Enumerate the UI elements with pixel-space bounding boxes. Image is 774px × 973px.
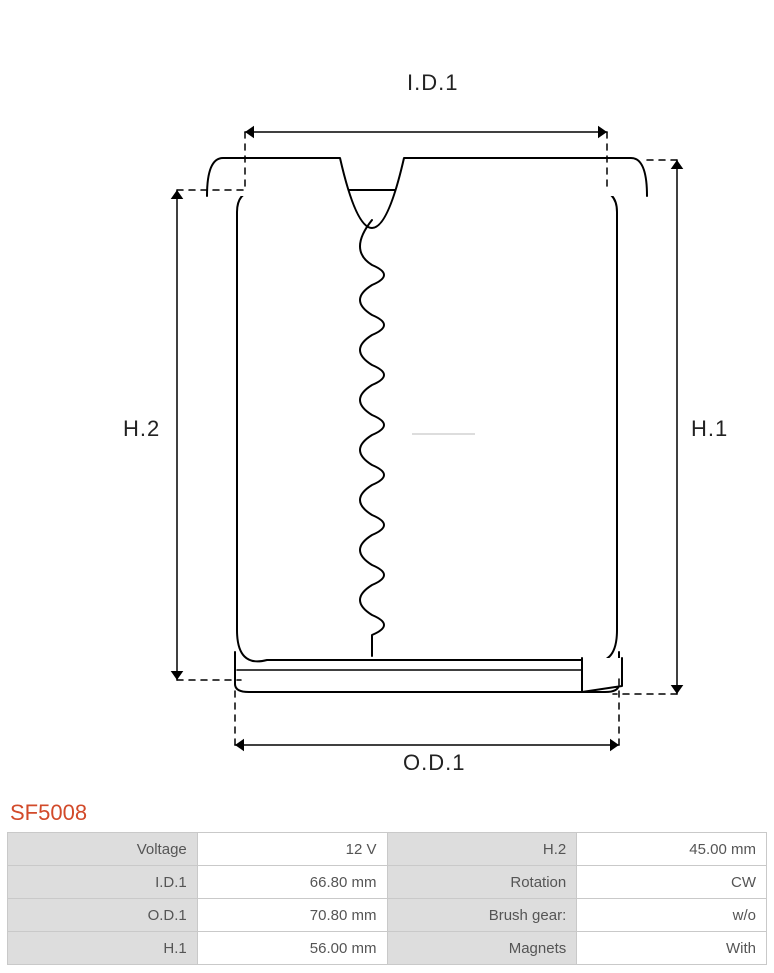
spec-value: 56.00 mm bbox=[197, 932, 387, 965]
spec-value: With bbox=[577, 932, 767, 965]
h2-dim-label: H.2 bbox=[123, 416, 160, 442]
spec-key: Voltage bbox=[8, 833, 198, 866]
spec-value: 12 V bbox=[197, 833, 387, 866]
spec-key: Brush gear: bbox=[387, 899, 577, 932]
spec-value: 45.00 mm bbox=[577, 833, 767, 866]
spec-key: Magnets bbox=[387, 932, 577, 965]
spec-key: Rotation bbox=[387, 866, 577, 899]
spec-table: Voltage12 VH.245.00 mm I.D.166.80 mmRotat… bbox=[7, 832, 767, 965]
spec-value: CW bbox=[577, 866, 767, 899]
spec-value: w/o bbox=[577, 899, 767, 932]
spec-value: 70.80 mm bbox=[197, 899, 387, 932]
spec-key: I.D.1 bbox=[8, 866, 198, 899]
od1-dim-label: O.D.1 bbox=[403, 750, 465, 776]
spec-key: H.1 bbox=[8, 932, 198, 965]
spec-value: 66.80 mm bbox=[197, 866, 387, 899]
product-code: SF5008 bbox=[0, 800, 774, 832]
spec-key: O.D.1 bbox=[8, 899, 198, 932]
h1-dim-label: H.1 bbox=[691, 416, 728, 442]
technical-diagram: I.D.1 O.D.1 H.1 H.2 bbox=[67, 40, 707, 780]
spec-key: H.2 bbox=[387, 833, 577, 866]
id1-dim-label: I.D.1 bbox=[407, 70, 458, 96]
